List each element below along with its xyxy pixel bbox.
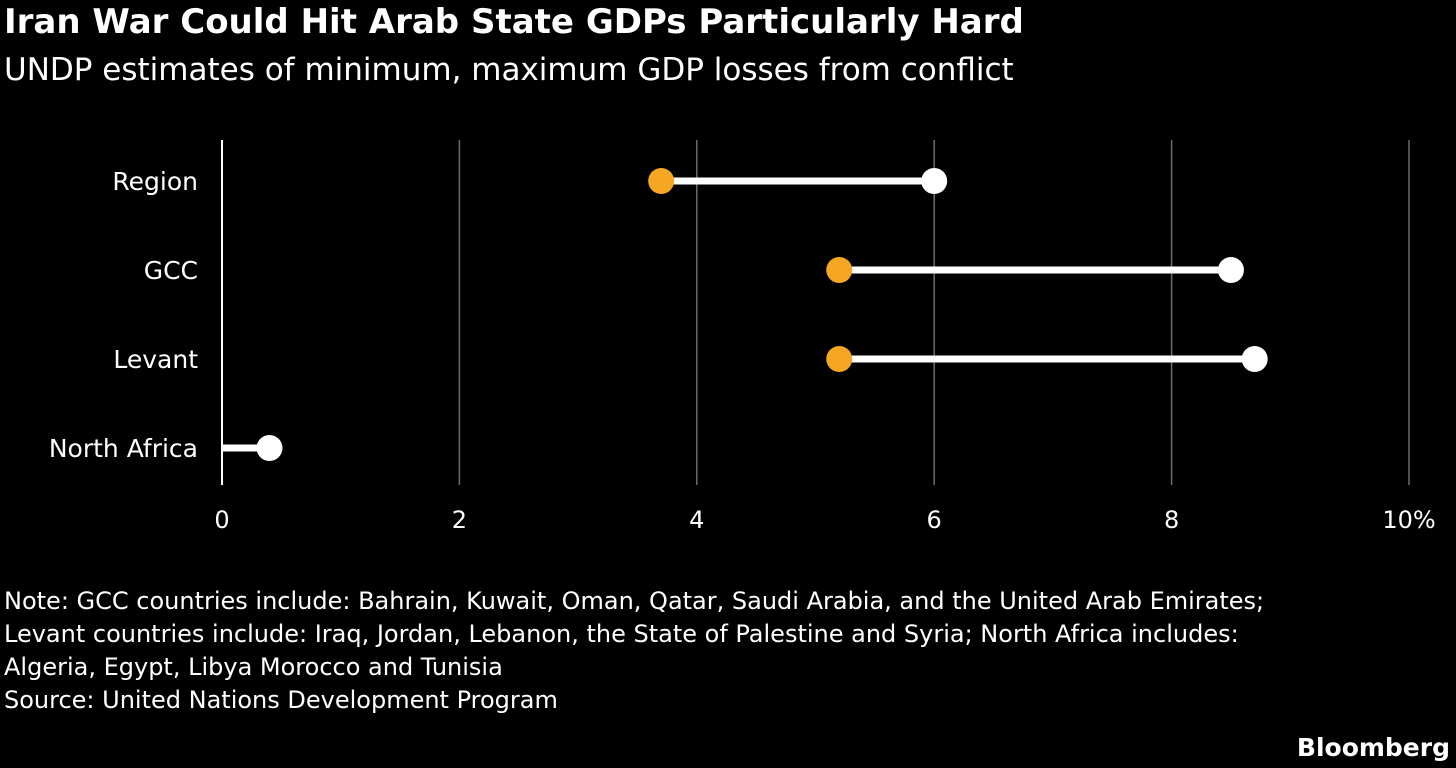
x-tick-label: 4 [689,506,704,534]
x-tick-label: 10% [1382,506,1435,534]
note-line: Note: GCC countries include: Bahrain, Ku… [4,587,1265,615]
chart-notes: Note: GCC countries include: Bahrain, Ku… [4,585,1444,717]
min-point [648,168,675,194]
max-point [921,168,948,194]
category-label: Region [112,167,198,196]
x-tick-label: 6 [927,506,942,534]
x-tick-label: 0 [214,506,229,534]
x-tick-label: 8 [1164,506,1179,534]
source-line: Source: United Nations Development Progr… [4,686,558,714]
note-line: Levant countries include: Iraq, Jordan, … [4,620,1239,648]
dot-range-chart: 0 2 4 6 8 10% Region GCC Levant North Africa [49,140,1436,534]
chart-title: Iran War Could Hit Arab State GDPs Parti… [4,2,1024,42]
category-label: Levant [113,345,198,374]
note-line: Algeria, Egypt, Libya Morocco and Tunisi… [4,653,503,681]
max-point [256,435,283,461]
bloomberg-logo: Bloomberg [1296,733,1450,762]
max-point [1217,257,1244,283]
category-label: North Africa [49,434,198,463]
min-point [826,346,853,372]
max-point [1241,346,1268,372]
min-point [826,257,853,283]
x-tick-label: 2 [452,506,467,534]
chart-subtitle: UNDP estimates of minimum, maximum GDP l… [4,52,1014,88]
category-label: GCC [144,256,198,285]
